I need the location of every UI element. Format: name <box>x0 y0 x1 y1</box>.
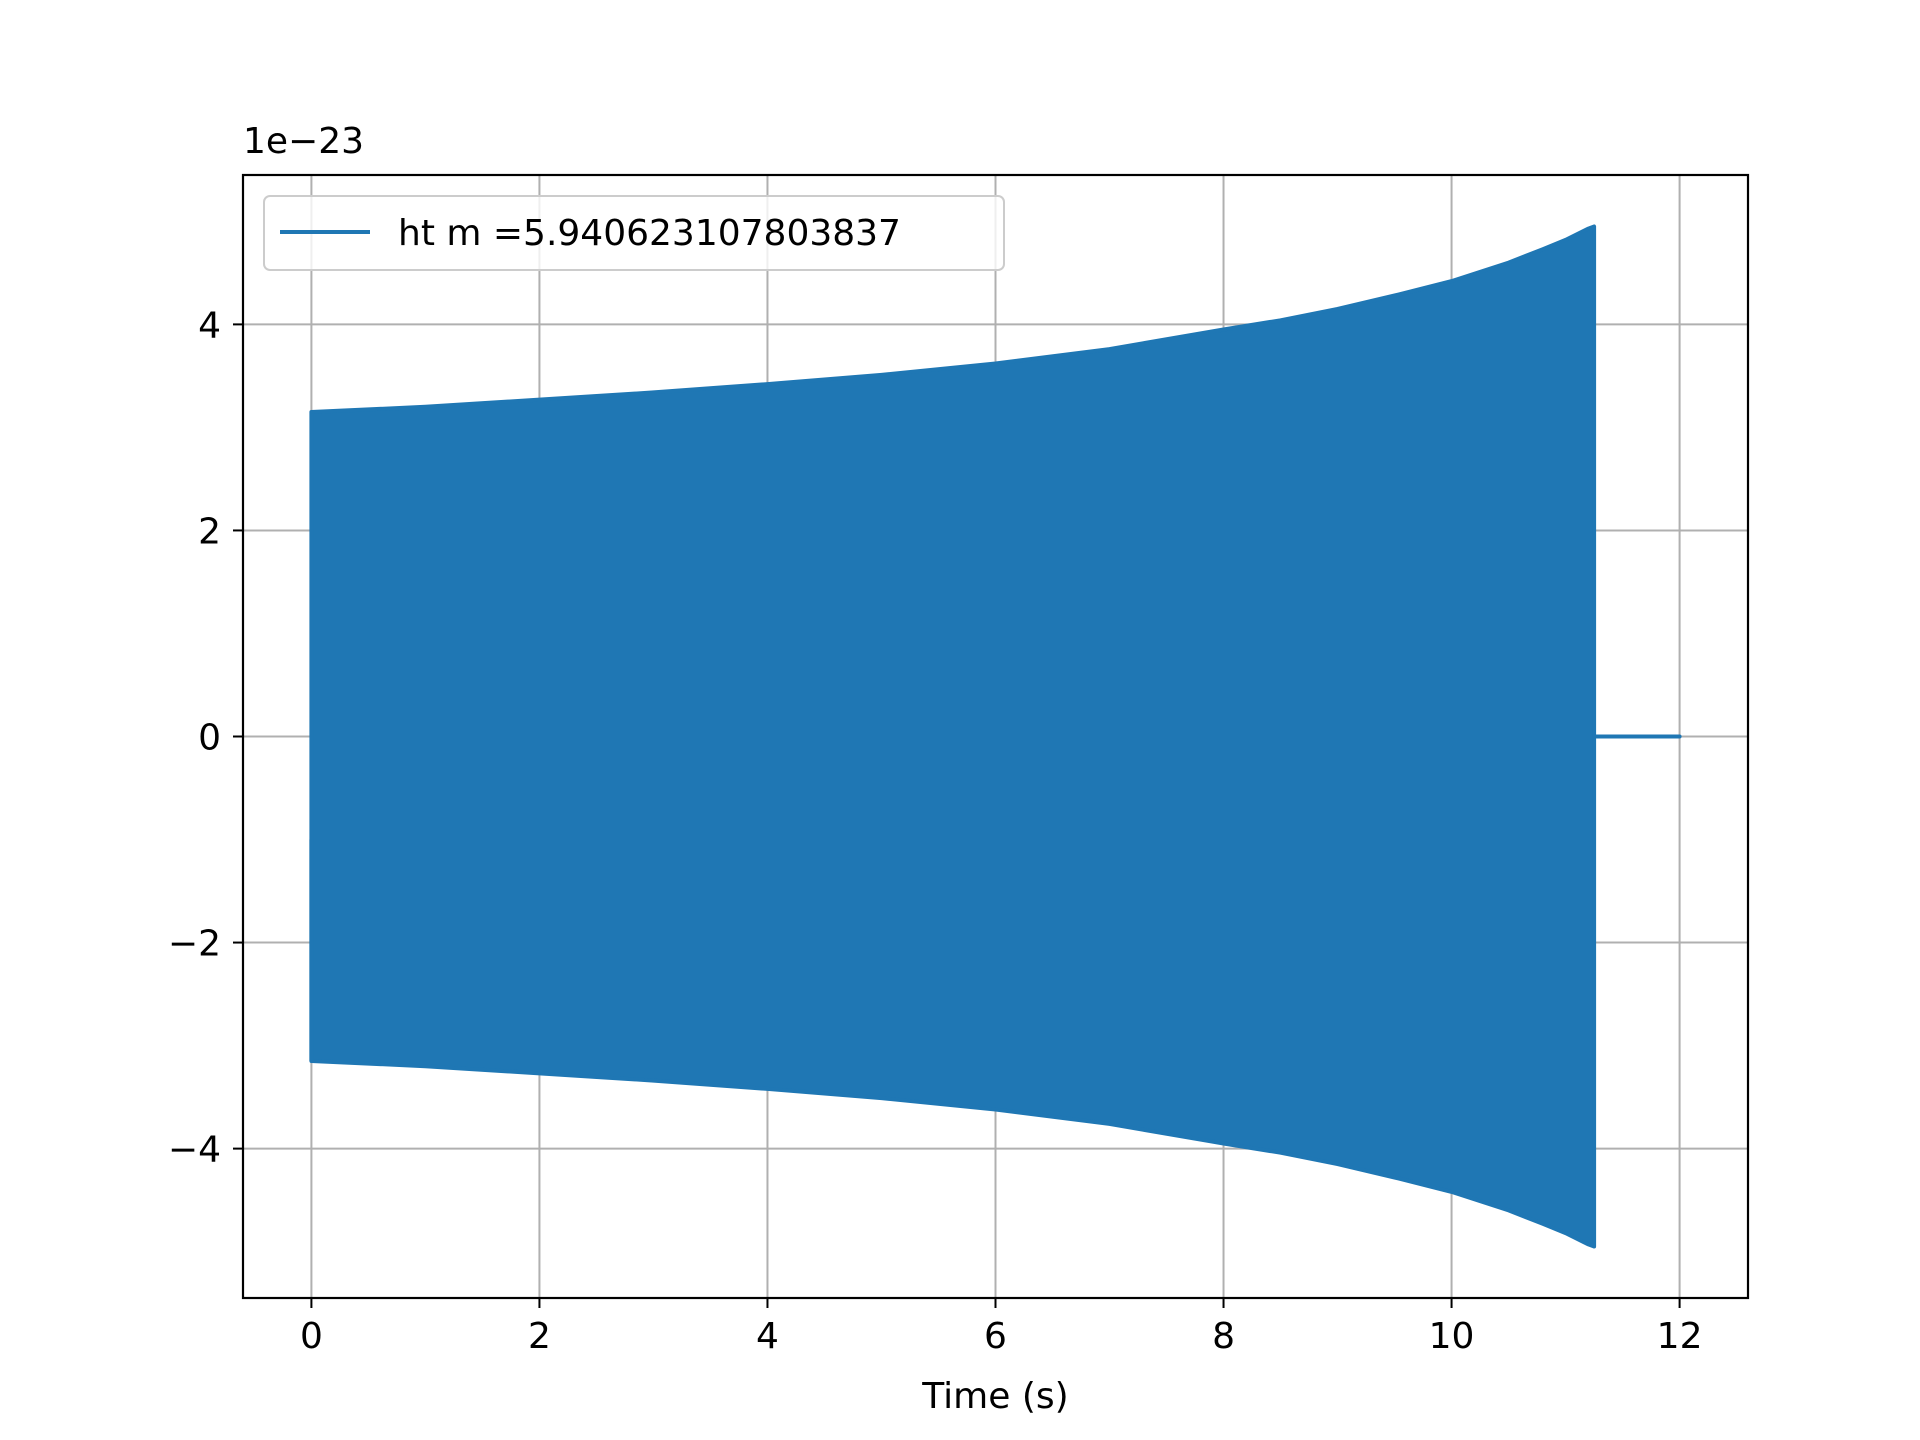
y-tick-label: −4 <box>168 1130 221 1171</box>
x-tick-label: 6 <box>984 1316 1007 1357</box>
x-tick-label: 2 <box>528 1316 551 1357</box>
legend: ht m =5.940623107803837 <box>263 195 1005 271</box>
x-tick-label: 8 <box>1212 1316 1235 1357</box>
series-layer <box>309 224 1682 1249</box>
legend-box <box>263 195 1005 271</box>
series-oscillation-band <box>309 224 1597 1249</box>
y-tick-label: 4 <box>198 305 221 346</box>
x-tick-label: 10 <box>1429 1316 1475 1357</box>
y-axis-offset-label: 1e−23 <box>243 121 364 162</box>
x-tick-label: 0 <box>300 1316 323 1357</box>
x-axis-label: Time (s) <box>921 1376 1068 1417</box>
x-tick-label: 12 <box>1657 1316 1703 1357</box>
x-tick-label: 4 <box>756 1316 779 1357</box>
y-tick-label: 2 <box>198 511 221 552</box>
y-tick-label: 0 <box>198 718 221 759</box>
legend-entry-label: ht m =5.940623107803837 <box>398 213 901 254</box>
y-tick-label: −2 <box>168 924 221 965</box>
axis-ticks: 0 2 4 6 8 10 12 −4 −2 0 2 4 <box>168 305 1703 1357</box>
